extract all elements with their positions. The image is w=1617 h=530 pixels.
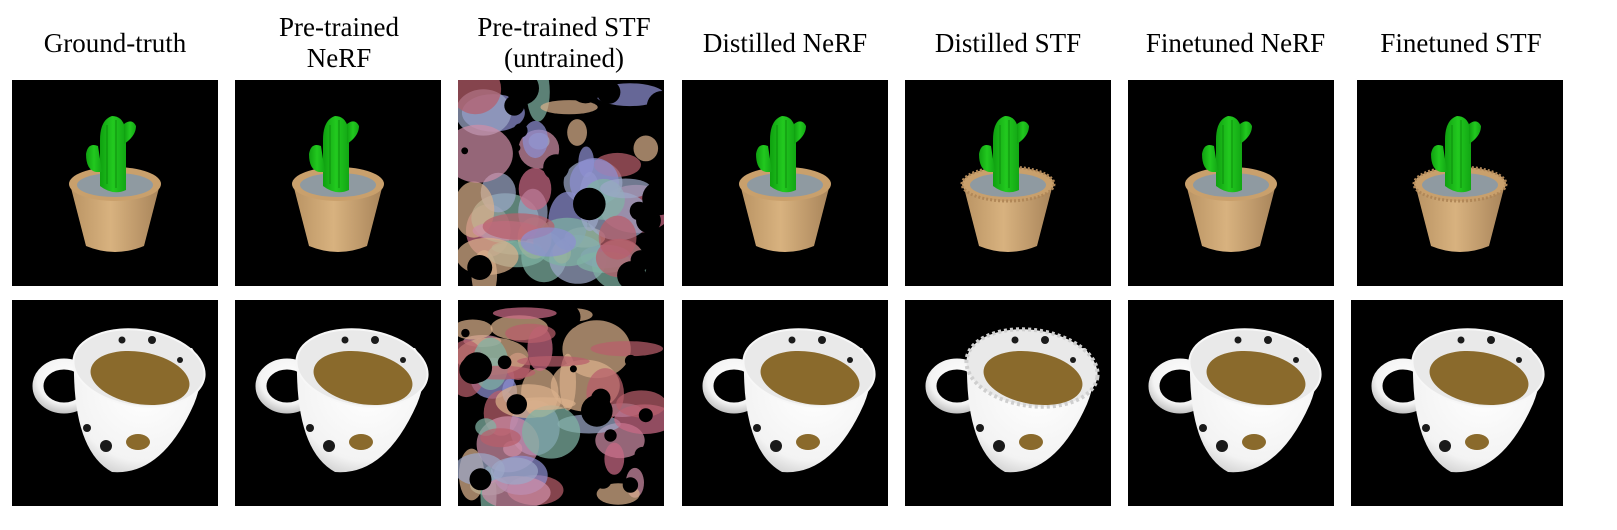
panel-cactus-finetuned-nerf — [1128, 80, 1334, 286]
column-title-finetuned-nerf: Finetuned NeRF — [1145, 27, 1326, 58]
panel-cup-distilled-stf — [905, 300, 1111, 506]
cactus-pot-illustration — [1412, 116, 1508, 252]
cactus-pot-illustration — [292, 116, 384, 252]
panel-cactus-pretrained-nerf — [235, 80, 441, 286]
cactus-pot-illustration — [1185, 116, 1277, 252]
panel-cup-finetuned-nerf — [1128, 300, 1334, 506]
panel-cactus-pretrained-stf — [458, 80, 664, 286]
cup-illustration — [702, 328, 876, 473]
panel-cup-pretrained-stf — [458, 300, 664, 506]
column-title-pretrained-nerf: Pre-trained NeRF — [279, 12, 399, 73]
cup-illustration — [1371, 328, 1545, 473]
panel-cup-finetuned-stf — [1351, 300, 1563, 506]
panel-cup-distilled-nerf — [682, 300, 888, 506]
panel-cactus-finetuned-stf — [1357, 80, 1563, 286]
stf-artifact-illustration — [458, 300, 664, 506]
cup-illustration — [925, 327, 1100, 473]
column-title-distilled-stf: Distilled STF — [934, 27, 1082, 58]
column-title-distilled-nerf: Distilled NeRF — [702, 27, 868, 58]
panel-cactus-distilled-nerf — [682, 80, 888, 286]
column-title-pretrained-stf: Pre-trained STF (untrained) — [477, 12, 651, 73]
cup-illustration — [1148, 328, 1322, 473]
cup-illustration — [255, 328, 429, 473]
column-title-finetuned-stf: Finetuned STF — [1380, 27, 1542, 58]
panel-cactus-distilled-stf — [905, 80, 1111, 286]
cactus-pot-illustration — [739, 116, 831, 252]
column-title-ground-truth: Ground-truth — [43, 27, 187, 58]
stf-artifact-illustration — [458, 80, 664, 286]
cactus-pot-illustration — [69, 116, 161, 252]
panel-cup-ground-truth — [12, 300, 218, 506]
cup-illustration — [32, 328, 206, 473]
panel-cactus-ground-truth — [12, 80, 218, 286]
cactus-pot-illustration — [960, 116, 1056, 252]
panel-cup-pretrained-nerf — [235, 300, 441, 506]
